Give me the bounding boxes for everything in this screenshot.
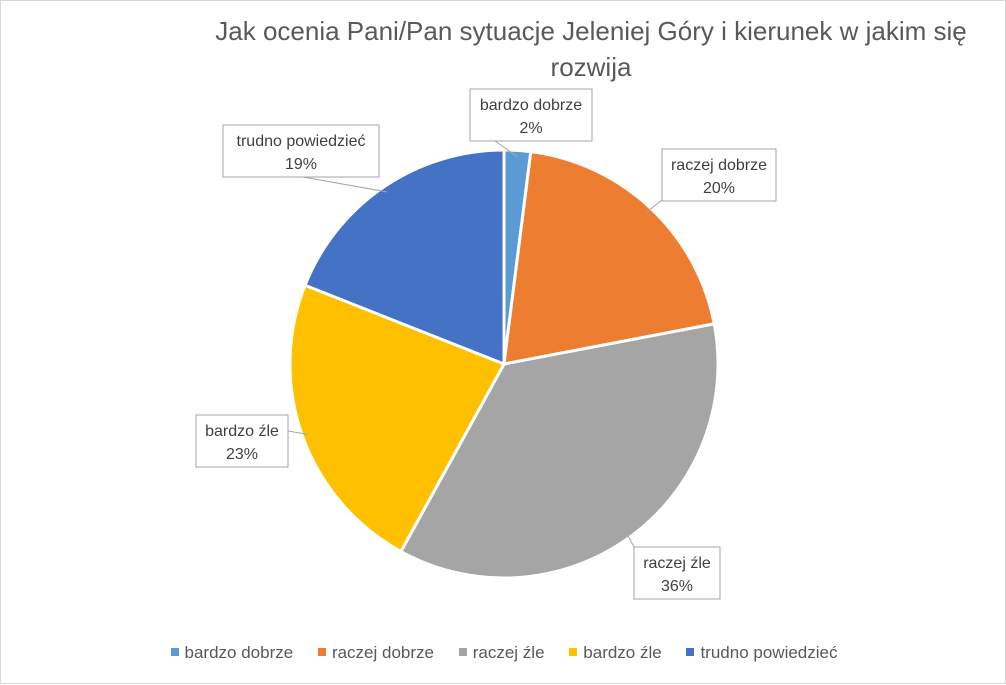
data-label-category-3: bardzo źle (205, 423, 279, 440)
pie-slice-2 (399, 322, 720, 580)
data-label-value-3: 23% (226, 446, 258, 463)
data-label-box-4 (222, 124, 380, 178)
data-label-value-4: 19% (285, 156, 317, 173)
data-label-box-1 (661, 148, 777, 202)
legend-item-raczej-zle: raczej źle (458, 643, 545, 663)
data-label-value-2: 36% (661, 578, 693, 595)
legend-label: bardzo źle (583, 643, 662, 662)
legend-swatch (569, 648, 578, 656)
chart-title-line-1: Jak ocenia Pani/Pan sytuacje Jeleniej Gó… (215, 16, 967, 46)
legend-item-bardzo-zle: bardzo źle (569, 643, 662, 663)
pie-slice-3 (288, 283, 506, 554)
legend-label: trudno powiedzieć (700, 643, 838, 662)
chart-title-line-2: rozwija (550, 52, 632, 82)
leader-line-4 (302, 176, 388, 193)
legend-label: raczej źle (472, 643, 545, 662)
legend-swatch (686, 648, 695, 656)
legend-swatch (170, 648, 179, 656)
legend-label: raczej dobrze (331, 643, 434, 662)
legend-swatch (317, 648, 326, 656)
leader-line-0 (494, 140, 518, 157)
data-label-box-2 (633, 546, 721, 600)
legend-item-bardzo-dobrze: bardzo dobrze (170, 643, 294, 663)
data-label-category-2: raczej źle (643, 555, 711, 572)
leader-line-1 (646, 199, 663, 213)
legend-item-raczej-dobrze: raczej dobrze (317, 643, 434, 663)
chart-legend: bardzo dobrze raczej dobrze raczej źle b… (1, 643, 1006, 663)
data-label-category-4: trudno powiedzieć (237, 133, 366, 150)
data-label-box-3 (195, 414, 289, 468)
leader-line-2 (625, 532, 635, 548)
data-label-box-0 (469, 88, 593, 142)
pie-slice-1 (502, 150, 716, 366)
chart-title: Jak ocenia Pani/Pan sytuacje Jeleniej Gó… (151, 13, 1006, 85)
data-label-category-0: bardzo dobrze (480, 97, 582, 114)
leader-line-3 (287, 430, 309, 435)
legend-item-trudno-powiedziec: trudno powiedzieć (686, 643, 837, 663)
legend-label: bardzo dobrze (184, 643, 294, 662)
data-label-value-0: 2% (519, 120, 542, 137)
legend-swatch (458, 648, 467, 656)
data-label-category-1: raczej dobrze (671, 157, 767, 174)
pie-slice-4 (303, 148, 506, 366)
data-label-value-1: 20% (703, 180, 735, 197)
